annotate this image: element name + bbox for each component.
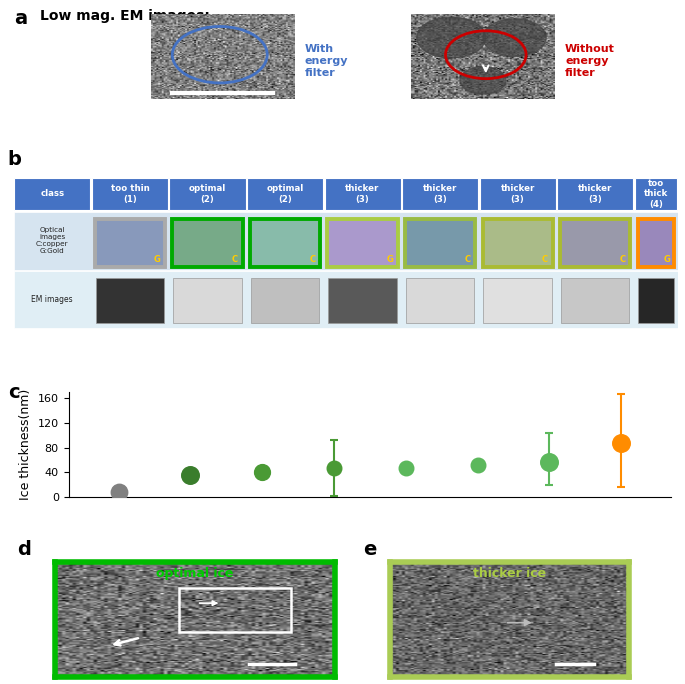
Text: C: C bbox=[542, 254, 548, 264]
FancyBboxPatch shape bbox=[96, 278, 164, 323]
Text: too
thick
(4): too thick (4) bbox=[644, 179, 668, 209]
Text: too thin
(1): too thin (1) bbox=[110, 184, 149, 204]
Text: c: c bbox=[8, 383, 20, 402]
Text: C: C bbox=[620, 254, 625, 264]
FancyBboxPatch shape bbox=[561, 278, 630, 323]
FancyBboxPatch shape bbox=[483, 278, 552, 323]
FancyBboxPatch shape bbox=[479, 178, 556, 210]
FancyBboxPatch shape bbox=[251, 278, 319, 323]
FancyBboxPatch shape bbox=[327, 219, 397, 267]
FancyBboxPatch shape bbox=[406, 278, 475, 323]
Text: G: G bbox=[663, 254, 670, 264]
FancyBboxPatch shape bbox=[405, 219, 475, 267]
Text: G: G bbox=[153, 254, 160, 264]
Point bbox=[544, 456, 555, 467]
FancyBboxPatch shape bbox=[14, 178, 90, 210]
Point bbox=[329, 462, 340, 473]
Text: a: a bbox=[14, 9, 27, 28]
Text: C: C bbox=[232, 254, 238, 264]
FancyBboxPatch shape bbox=[247, 178, 323, 210]
FancyBboxPatch shape bbox=[325, 178, 401, 210]
Bar bbox=[179, 588, 292, 632]
Text: Without
energy
filter: Without energy filter bbox=[565, 44, 615, 78]
Text: Optical
images
C:copper
G:Gold: Optical images C:copper G:Gold bbox=[36, 227, 68, 254]
Text: thicker
(3): thicker (3) bbox=[578, 184, 612, 204]
FancyBboxPatch shape bbox=[250, 219, 320, 267]
FancyBboxPatch shape bbox=[402, 178, 478, 210]
Circle shape bbox=[460, 67, 506, 94]
Text: optimal
(2): optimal (2) bbox=[189, 184, 226, 204]
Text: e: e bbox=[363, 540, 376, 559]
FancyBboxPatch shape bbox=[92, 178, 168, 210]
Y-axis label: Ice thickness(nm): Ice thickness(nm) bbox=[19, 389, 32, 500]
Text: thicker ice: thicker ice bbox=[473, 567, 546, 580]
FancyBboxPatch shape bbox=[14, 271, 678, 328]
Text: thicker
(3): thicker (3) bbox=[500, 184, 535, 204]
FancyBboxPatch shape bbox=[638, 278, 674, 323]
Point bbox=[113, 487, 124, 498]
Text: C: C bbox=[310, 254, 316, 264]
Point bbox=[616, 438, 627, 449]
FancyBboxPatch shape bbox=[638, 219, 675, 267]
Text: C: C bbox=[464, 254, 471, 264]
FancyBboxPatch shape bbox=[482, 219, 553, 267]
FancyBboxPatch shape bbox=[95, 219, 165, 267]
FancyBboxPatch shape bbox=[560, 219, 630, 267]
FancyBboxPatch shape bbox=[169, 178, 245, 210]
Text: thicker
(3): thicker (3) bbox=[423, 184, 458, 204]
Text: class: class bbox=[40, 189, 64, 198]
Text: Low mag. EM images:: Low mag. EM images: bbox=[40, 9, 210, 23]
Text: optimal ice: optimal ice bbox=[156, 567, 234, 580]
FancyBboxPatch shape bbox=[634, 178, 677, 210]
Text: b: b bbox=[7, 150, 21, 170]
Point bbox=[472, 460, 483, 471]
FancyBboxPatch shape bbox=[557, 178, 633, 210]
Text: G: G bbox=[386, 254, 393, 264]
Circle shape bbox=[483, 19, 546, 57]
FancyBboxPatch shape bbox=[328, 278, 397, 323]
Circle shape bbox=[416, 17, 486, 58]
Point bbox=[257, 467, 268, 478]
Text: thicker
(3): thicker (3) bbox=[345, 184, 379, 204]
Text: EM images: EM images bbox=[32, 295, 73, 304]
Text: optimal
(2): optimal (2) bbox=[266, 184, 303, 204]
Point bbox=[400, 462, 411, 473]
FancyBboxPatch shape bbox=[173, 278, 242, 323]
FancyBboxPatch shape bbox=[14, 212, 678, 270]
Point bbox=[185, 470, 196, 481]
FancyBboxPatch shape bbox=[173, 219, 242, 267]
Text: d: d bbox=[17, 540, 31, 559]
Text: With
energy
filter: With energy filter bbox=[305, 44, 349, 78]
